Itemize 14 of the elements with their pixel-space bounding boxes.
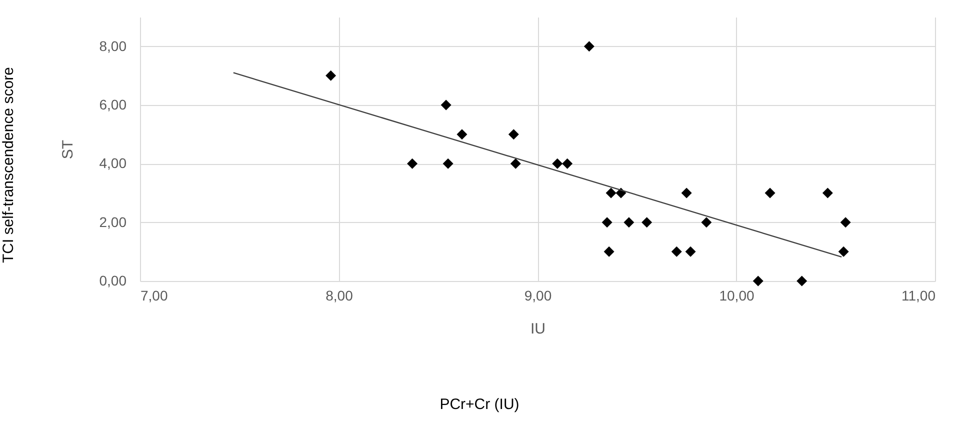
x-tick-label: 9,00 — [524, 288, 552, 304]
x-tick-label: 11,00 — [902, 288, 936, 304]
x-tick-label: 8,00 — [326, 288, 354, 304]
y-tick-label: 0,00 — [99, 272, 127, 288]
y-tick-label: 2,00 — [99, 214, 127, 230]
x-axis-title: IU — [530, 320, 546, 338]
x-tick-label: 10,00 — [719, 288, 754, 304]
y-tick-label: 4,00 — [99, 155, 127, 172]
text: PCr+Cr (IU) — [438, 396, 520, 413]
x-tick-label: 7,00 — [140, 288, 168, 304]
y-tick-label: 8,00 — [99, 38, 127, 54]
y-tick-label: 6,00 — [99, 96, 127, 112]
text: TCI self-transcendence score — [0, 66, 18, 265]
y-axis-title: ST — [59, 140, 76, 160]
